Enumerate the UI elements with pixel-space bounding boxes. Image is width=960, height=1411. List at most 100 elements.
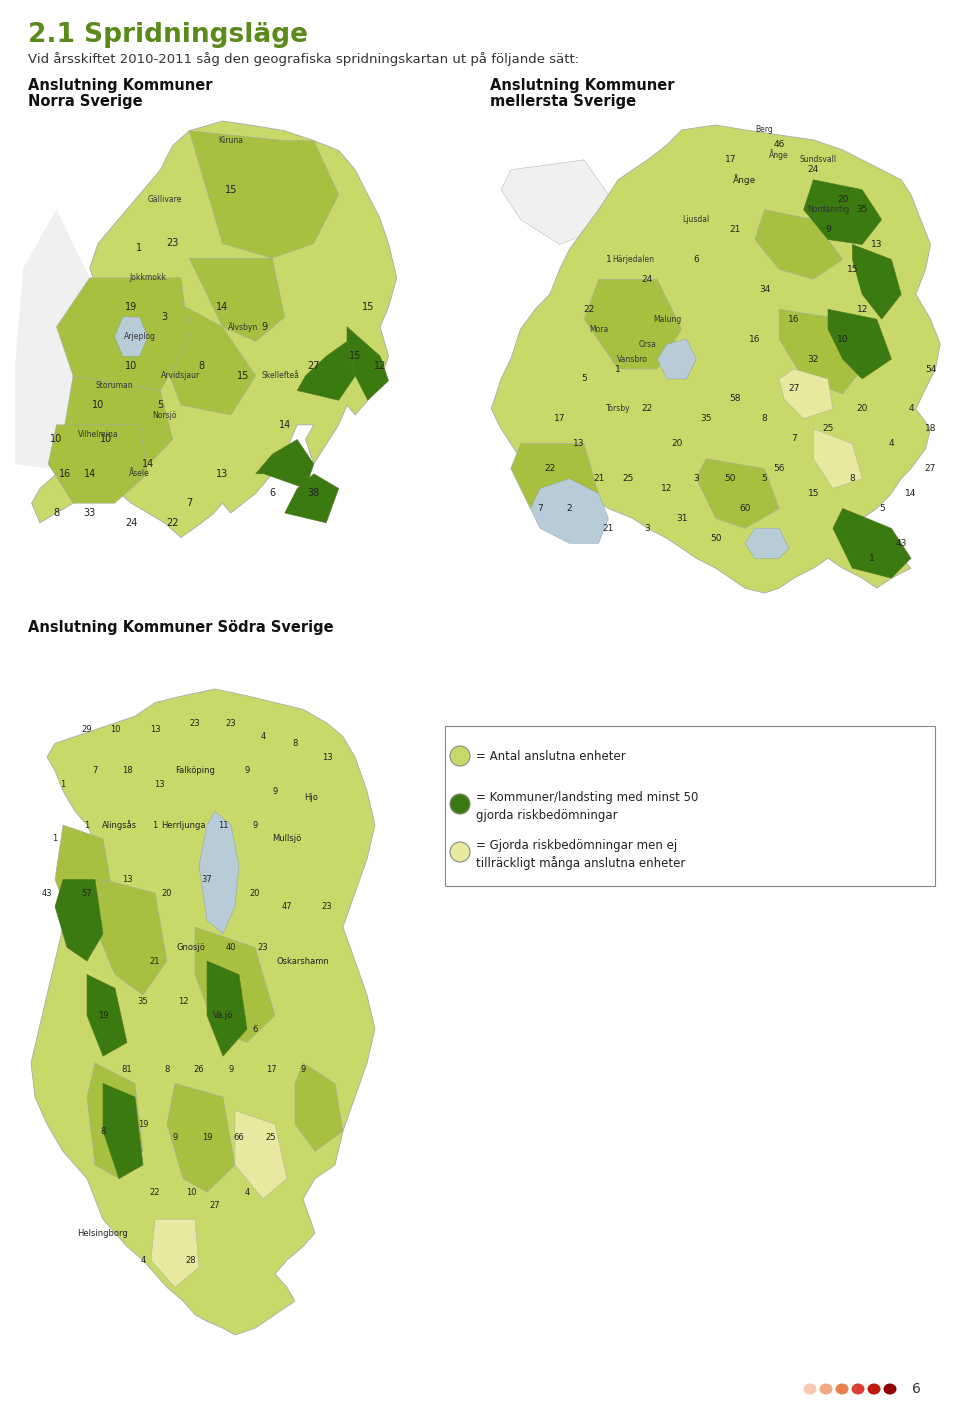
Text: 28: 28 [185,1256,196,1264]
Text: 7: 7 [186,498,192,508]
Text: 5: 5 [581,374,587,384]
Text: 46: 46 [774,141,785,150]
Text: 27: 27 [209,1201,220,1211]
Text: 1: 1 [869,553,875,563]
Text: Hjo: Hjo [304,793,318,803]
Text: Arvidsjaur: Arvidsjaur [161,371,201,381]
Polygon shape [31,689,375,1335]
Text: Helsingborg: Helsingborg [78,1229,129,1237]
Text: 10: 10 [125,361,137,371]
Polygon shape [828,309,892,380]
Text: 20: 20 [250,889,260,897]
Text: 12: 12 [661,484,673,492]
Text: Oskarshamn: Oskarshamn [276,957,329,965]
Text: 9: 9 [173,1133,178,1143]
Text: 20: 20 [671,439,683,449]
Polygon shape [151,1219,199,1287]
Text: 19: 19 [125,302,137,312]
Text: 13: 13 [573,439,585,449]
Polygon shape [235,1110,287,1199]
Text: 56: 56 [774,464,785,473]
Text: 43: 43 [896,539,907,547]
Text: 4: 4 [260,732,266,741]
Text: Berg: Berg [756,126,774,134]
Text: 20: 20 [161,889,172,897]
Text: 23: 23 [166,238,179,248]
Polygon shape [347,327,389,401]
Text: 8: 8 [292,739,298,748]
Text: 15: 15 [807,490,819,498]
Text: Vid årsskiftet 2010-2011 såg den geografiska spridningskartan ut på följande sät: Vid årsskiftet 2010-2011 såg den geograf… [28,52,579,66]
Text: 3: 3 [693,474,699,483]
Text: 16: 16 [59,468,71,478]
Polygon shape [852,244,901,319]
Ellipse shape [852,1384,865,1394]
Circle shape [450,746,470,766]
Text: 10: 10 [837,334,849,344]
Text: 34: 34 [758,285,770,293]
Text: 1: 1 [60,780,65,789]
Text: Nordanstig: Nordanstig [806,205,850,214]
Text: 20: 20 [856,405,868,413]
Polygon shape [833,508,911,579]
Text: 9: 9 [252,821,257,830]
Text: 10: 10 [50,435,62,444]
Text: tillräckligt många anslutna enheter: tillräckligt många anslutna enheter [476,856,685,871]
Text: Vansbro: Vansbro [617,354,648,364]
Text: 23: 23 [190,718,201,728]
Text: 12: 12 [856,305,868,313]
Text: 9: 9 [300,1065,305,1074]
Text: 19: 19 [202,1133,212,1143]
Text: 9: 9 [826,226,830,234]
Text: 5: 5 [878,504,884,514]
Text: 13: 13 [216,468,228,478]
Text: 22: 22 [584,305,594,313]
Text: 35: 35 [700,415,711,423]
Polygon shape [696,459,780,528]
Text: 38: 38 [307,488,320,498]
Polygon shape [804,179,881,244]
Text: 14: 14 [84,468,96,478]
Polygon shape [584,279,682,370]
Text: 1: 1 [153,821,157,830]
Text: Alingsås: Alingsås [102,820,136,830]
Text: 22: 22 [166,518,179,528]
Text: Storuman: Storuman [96,381,133,389]
Text: 1: 1 [136,244,143,254]
Text: 4: 4 [889,439,895,449]
Text: 15: 15 [225,185,237,195]
Ellipse shape [804,1384,817,1394]
Text: 13: 13 [154,780,164,789]
Text: 29: 29 [82,725,92,734]
Text: 21: 21 [150,957,160,965]
Polygon shape [530,478,609,543]
Polygon shape [103,1084,143,1178]
Text: 7: 7 [92,766,98,775]
Text: Anslutning Kommuner: Anslutning Kommuner [28,78,212,93]
Text: Mora: Mora [589,325,609,333]
Text: 4: 4 [140,1256,146,1264]
Text: 23: 23 [257,943,268,952]
Polygon shape [255,439,314,488]
Text: 6: 6 [693,255,699,264]
Text: 17: 17 [554,415,565,423]
Text: 10: 10 [92,401,104,411]
Polygon shape [195,927,275,1043]
Text: 15: 15 [362,302,374,312]
Polygon shape [511,443,599,518]
Text: 5: 5 [157,401,163,411]
Polygon shape [32,121,396,538]
Polygon shape [755,210,843,279]
Text: Ånge: Ånge [769,150,789,161]
Text: 23: 23 [226,718,236,728]
Polygon shape [55,879,103,961]
Text: 40: 40 [226,943,236,952]
Polygon shape [167,1084,235,1192]
Text: 2: 2 [566,504,572,514]
Text: Gällivare: Gällivare [147,195,181,205]
Polygon shape [57,278,189,405]
Text: 43: 43 [41,889,52,897]
Polygon shape [15,209,107,474]
Text: 1: 1 [53,834,58,844]
Text: 13: 13 [322,752,332,762]
